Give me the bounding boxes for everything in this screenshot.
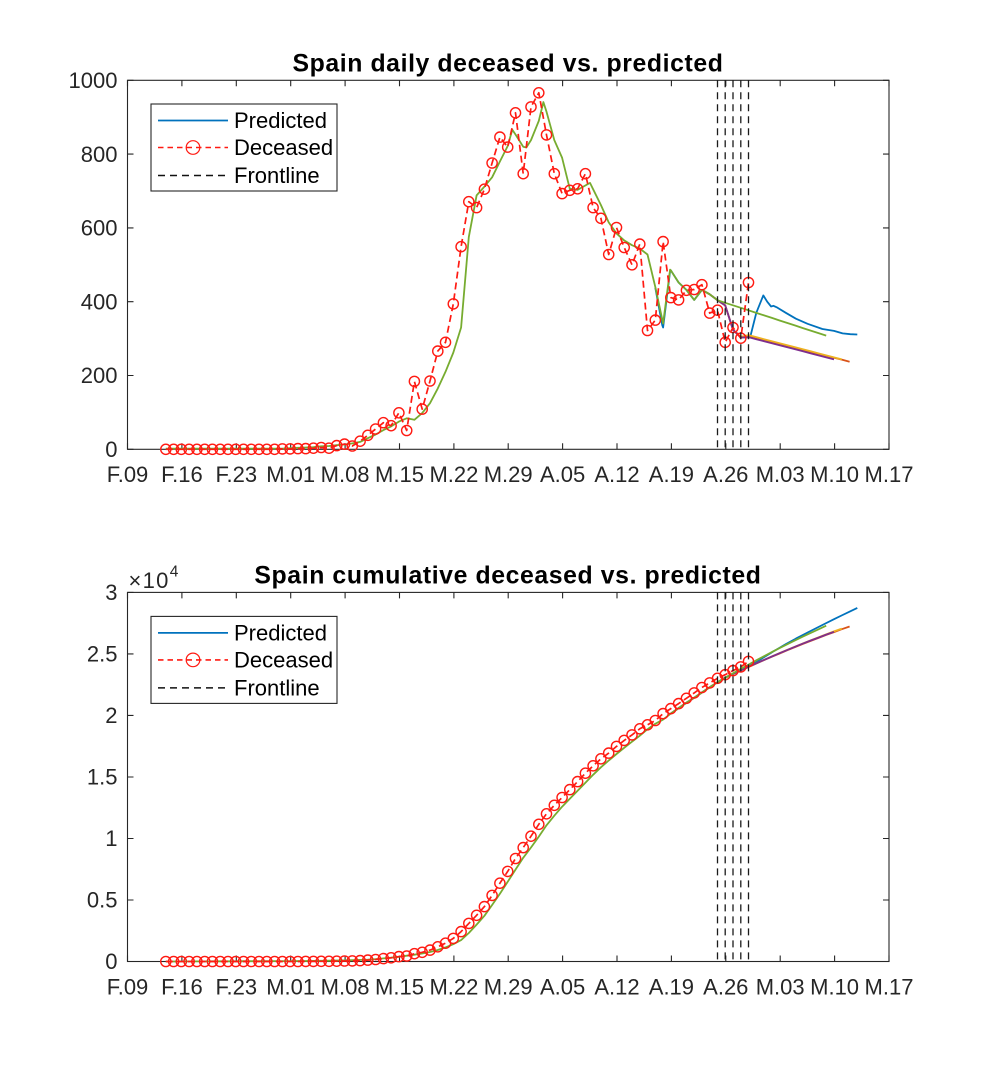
svg-text:400: 400: [81, 289, 118, 314]
svg-text:A.05: A.05: [540, 462, 585, 487]
svg-text:F.09: F.09: [107, 462, 149, 487]
svg-text:3: 3: [105, 580, 117, 605]
svg-text:M.01: M.01: [266, 974, 315, 999]
svg-text:A.26: A.26: [703, 974, 748, 999]
svg-text:M.08: M.08: [321, 974, 370, 999]
svg-text:M.17: M.17: [865, 462, 914, 487]
svg-text:Predicted: Predicted: [234, 620, 327, 645]
svg-text:M.15: M.15: [375, 462, 424, 487]
svg-text:F.23: F.23: [216, 462, 258, 487]
svg-text:2: 2: [105, 703, 117, 728]
svg-text:200: 200: [81, 363, 118, 388]
svg-text:A.12: A.12: [594, 462, 639, 487]
svg-text:M.29: M.29: [484, 462, 533, 487]
svg-text:M.10: M.10: [810, 974, 859, 999]
svg-text:M.17: M.17: [865, 974, 914, 999]
svg-text:M.15: M.15: [375, 974, 424, 999]
svg-text:600: 600: [81, 216, 118, 241]
svg-text:A.26: A.26: [703, 462, 748, 487]
svg-text:A.19: A.19: [649, 462, 694, 487]
svg-text:M.01: M.01: [266, 462, 315, 487]
svg-text:Frontline: Frontline: [234, 675, 320, 700]
svg-text:A.05: A.05: [540, 974, 585, 999]
svg-text:Frontline: Frontline: [234, 163, 320, 188]
svg-text:Spain daily deceased vs. predi: Spain daily deceased vs. predicted: [292, 51, 723, 78]
svg-text:0: 0: [105, 949, 117, 974]
svg-text:F.23: F.23: [216, 974, 258, 999]
svg-text:Deceased: Deceased: [234, 135, 333, 160]
svg-text:M.03: M.03: [756, 462, 805, 487]
svg-text:800: 800: [81, 142, 118, 167]
svg-text:F.16: F.16: [161, 974, 203, 999]
svg-text:0: 0: [105, 437, 117, 462]
svg-text:A.19: A.19: [649, 974, 694, 999]
svg-text:M.08: M.08: [321, 462, 370, 487]
svg-text:1000: 1000: [69, 68, 118, 93]
svg-text:F.16: F.16: [161, 462, 203, 487]
svg-text:A.12: A.12: [594, 974, 639, 999]
svg-text:M.10: M.10: [810, 462, 859, 487]
svg-text:M.03: M.03: [756, 974, 805, 999]
svg-text:0.5: 0.5: [87, 888, 118, 913]
svg-text:1.5: 1.5: [87, 765, 118, 790]
svg-text:M.29: M.29: [484, 974, 533, 999]
svg-text:2.5: 2.5: [87, 642, 118, 667]
svg-text:Predicted: Predicted: [234, 108, 327, 133]
svg-text:M.22: M.22: [429, 462, 478, 487]
svg-text:Deceased: Deceased: [234, 647, 333, 672]
svg-text:1: 1: [105, 826, 117, 851]
svg-text:M.22: M.22: [429, 974, 478, 999]
svg-text:Spain cumulative deceased vs.: Spain cumulative deceased vs. predicted: [254, 563, 761, 590]
svg-text:F.09: F.09: [107, 974, 149, 999]
